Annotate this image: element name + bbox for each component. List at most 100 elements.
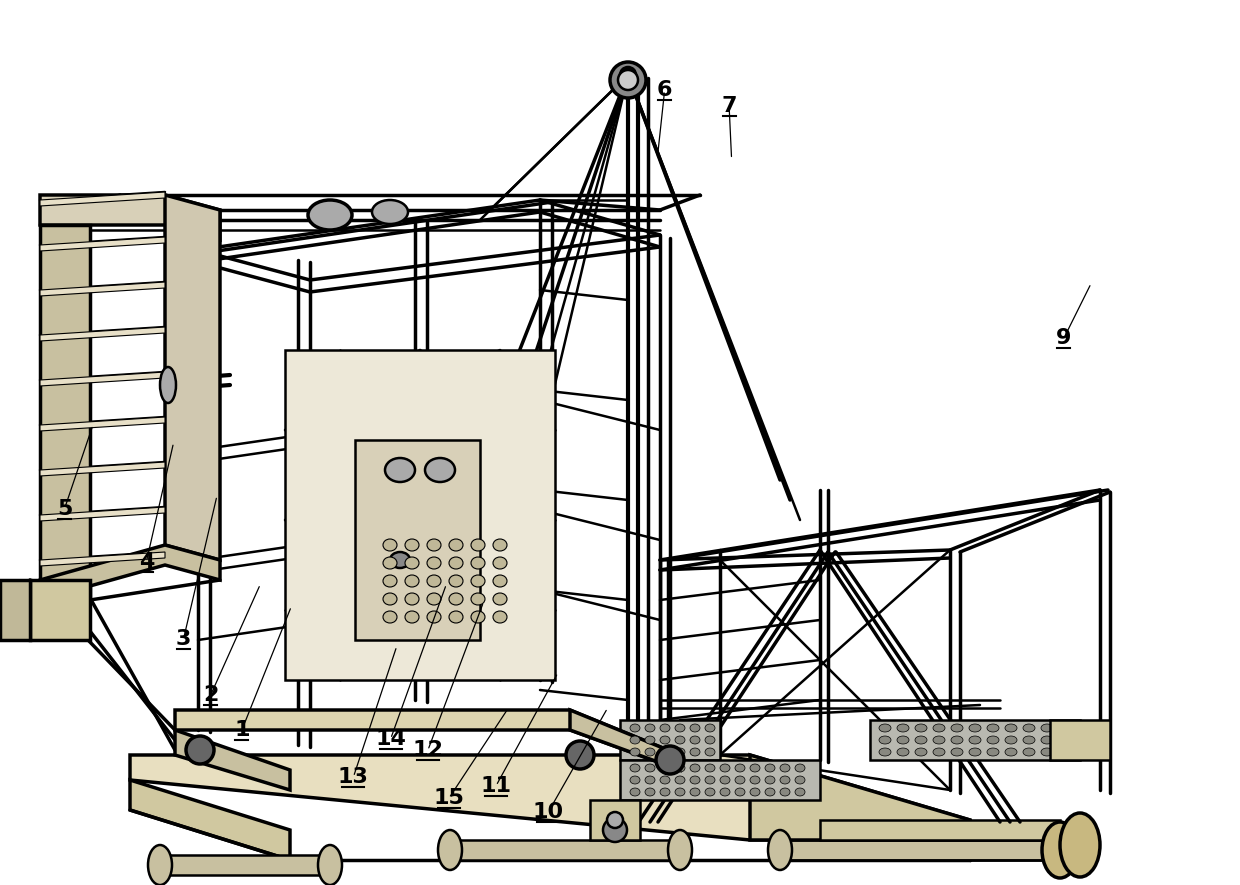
- Ellipse shape: [425, 458, 455, 482]
- Polygon shape: [40, 372, 165, 386]
- Ellipse shape: [968, 748, 981, 756]
- Ellipse shape: [1059, 748, 1071, 756]
- Ellipse shape: [630, 724, 640, 732]
- Text: 9: 9: [1056, 328, 1071, 348]
- Ellipse shape: [660, 788, 670, 796]
- Ellipse shape: [384, 458, 415, 482]
- Polygon shape: [870, 720, 1080, 760]
- Text: 13: 13: [339, 767, 368, 787]
- Polygon shape: [590, 800, 640, 840]
- Ellipse shape: [383, 575, 397, 587]
- Polygon shape: [160, 855, 330, 875]
- Polygon shape: [750, 755, 970, 840]
- Ellipse shape: [689, 724, 701, 732]
- Polygon shape: [40, 225, 91, 580]
- Polygon shape: [40, 462, 165, 476]
- Polygon shape: [40, 545, 219, 600]
- Ellipse shape: [1004, 736, 1017, 744]
- Ellipse shape: [706, 764, 715, 772]
- Ellipse shape: [735, 788, 745, 796]
- Ellipse shape: [879, 724, 892, 732]
- Ellipse shape: [720, 788, 730, 796]
- Ellipse shape: [1042, 822, 1078, 878]
- Ellipse shape: [427, 575, 441, 587]
- Ellipse shape: [383, 557, 397, 569]
- Ellipse shape: [706, 748, 715, 756]
- Text: 5: 5: [57, 499, 72, 519]
- Ellipse shape: [879, 736, 892, 744]
- Ellipse shape: [494, 611, 507, 623]
- Ellipse shape: [1023, 748, 1035, 756]
- Polygon shape: [40, 237, 165, 251]
- Polygon shape: [820, 820, 1060, 840]
- Ellipse shape: [308, 200, 352, 230]
- Ellipse shape: [675, 736, 684, 744]
- Ellipse shape: [438, 830, 463, 870]
- Ellipse shape: [706, 724, 715, 732]
- Ellipse shape: [449, 557, 463, 569]
- Polygon shape: [40, 192, 165, 206]
- Polygon shape: [355, 440, 480, 640]
- Ellipse shape: [608, 812, 622, 828]
- Ellipse shape: [932, 724, 945, 732]
- Ellipse shape: [660, 764, 670, 772]
- Ellipse shape: [660, 776, 670, 784]
- Ellipse shape: [1059, 736, 1071, 744]
- Polygon shape: [780, 840, 1060, 860]
- Polygon shape: [40, 282, 165, 296]
- Ellipse shape: [675, 724, 684, 732]
- Polygon shape: [40, 552, 165, 566]
- Ellipse shape: [675, 764, 684, 772]
- Text: 14: 14: [376, 729, 405, 749]
- Ellipse shape: [630, 748, 640, 756]
- Ellipse shape: [645, 764, 655, 772]
- Ellipse shape: [780, 776, 790, 784]
- Ellipse shape: [660, 736, 670, 744]
- Ellipse shape: [780, 764, 790, 772]
- Ellipse shape: [897, 748, 909, 756]
- Ellipse shape: [383, 611, 397, 623]
- Ellipse shape: [951, 736, 963, 744]
- Ellipse shape: [603, 818, 627, 842]
- Text: 15: 15: [434, 789, 464, 808]
- Ellipse shape: [405, 557, 419, 569]
- Ellipse shape: [689, 748, 701, 756]
- Ellipse shape: [932, 748, 945, 756]
- Ellipse shape: [1042, 724, 1053, 732]
- Ellipse shape: [932, 736, 945, 744]
- Ellipse shape: [471, 575, 485, 587]
- Ellipse shape: [750, 788, 760, 796]
- Ellipse shape: [1059, 724, 1071, 732]
- Text: 7: 7: [722, 96, 737, 116]
- Ellipse shape: [795, 764, 805, 772]
- Ellipse shape: [656, 746, 684, 774]
- Ellipse shape: [951, 724, 963, 732]
- Ellipse shape: [494, 593, 507, 605]
- Polygon shape: [40, 417, 165, 431]
- Ellipse shape: [372, 200, 408, 224]
- Ellipse shape: [720, 764, 730, 772]
- Polygon shape: [175, 730, 290, 790]
- Ellipse shape: [675, 748, 684, 756]
- Ellipse shape: [471, 539, 485, 551]
- Ellipse shape: [706, 788, 715, 796]
- Polygon shape: [30, 580, 91, 640]
- Ellipse shape: [160, 367, 176, 403]
- Text: 1: 1: [234, 720, 249, 740]
- Ellipse shape: [645, 724, 655, 732]
- Ellipse shape: [915, 736, 928, 744]
- Ellipse shape: [915, 724, 928, 732]
- Ellipse shape: [449, 539, 463, 551]
- Ellipse shape: [471, 611, 485, 623]
- Polygon shape: [40, 507, 165, 521]
- Ellipse shape: [630, 776, 640, 784]
- Polygon shape: [175, 710, 680, 770]
- Ellipse shape: [897, 724, 909, 732]
- Ellipse shape: [449, 593, 463, 605]
- Ellipse shape: [987, 724, 999, 732]
- Text: 4: 4: [139, 552, 154, 572]
- Polygon shape: [165, 195, 219, 560]
- Ellipse shape: [405, 539, 419, 551]
- Ellipse shape: [1042, 736, 1053, 744]
- Ellipse shape: [565, 741, 594, 769]
